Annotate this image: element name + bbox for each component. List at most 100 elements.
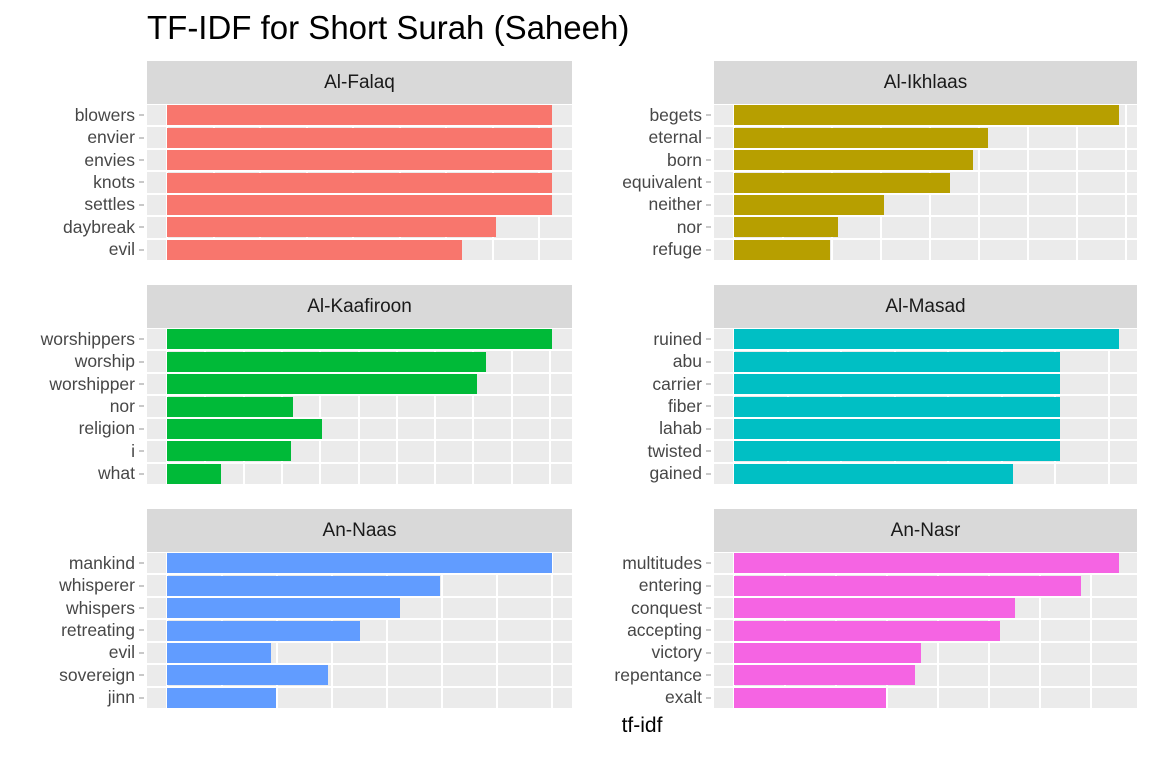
gridline-horizontal	[714, 260, 1137, 261]
category-label-text: neither	[648, 194, 702, 215]
gridline-horizontal	[714, 640, 1137, 643]
facet-title: An-Naas	[322, 519, 397, 541]
gridline-horizontal	[147, 663, 572, 666]
category-label-text: envier	[87, 127, 135, 148]
category-label: mankind	[20, 552, 144, 574]
category-label: whisperer	[20, 574, 144, 596]
bar	[167, 620, 360, 641]
category-label-text: fiber	[667, 395, 702, 416]
gridline-horizontal	[714, 618, 1137, 621]
facet-title: Al-Kaafiroon	[307, 295, 412, 317]
category-label-text: victory	[651, 642, 702, 663]
category-label-text: evil	[108, 239, 135, 260]
bar	[167, 418, 322, 439]
category-label: eternal	[576, 126, 711, 148]
bar	[167, 329, 552, 350]
category-label: nor	[576, 216, 711, 238]
gridline-horizontal	[147, 349, 572, 352]
category-label: envier	[20, 126, 144, 148]
bar	[734, 396, 1061, 417]
category-label: worship	[20, 350, 144, 372]
y-axis-tick	[139, 383, 144, 386]
gridline-vertical	[386, 552, 388, 709]
y-axis-tick	[139, 114, 144, 117]
gridline-horizontal	[147, 394, 572, 397]
category-label-text: eternal	[648, 127, 702, 148]
gridline-vertical	[395, 328, 398, 485]
facet-strip: Al-Masad	[714, 285, 1137, 328]
bar	[734, 598, 1015, 619]
category-label-text: whispers	[65, 597, 135, 618]
category-label: gained	[576, 463, 711, 485]
category-label-text: gained	[649, 463, 702, 484]
gridline-horizontal	[714, 215, 1137, 218]
y-axis-tick	[706, 248, 711, 251]
category-label: lahab	[576, 418, 711, 440]
bar	[734, 172, 951, 193]
facet-title: Al-Falaq	[324, 71, 395, 93]
gridline-horizontal	[714, 663, 1137, 666]
gridline-horizontal	[147, 595, 572, 598]
bar	[734, 553, 1119, 574]
bar	[167, 463, 221, 484]
bar	[734, 620, 1001, 641]
category-label-text: exalt	[665, 687, 702, 708]
category-label-text: nor	[109, 395, 135, 416]
category-label: twisted	[576, 440, 711, 462]
category-label: conquest	[576, 597, 711, 619]
y-axis-tick	[706, 159, 711, 162]
y-axis-tick	[706, 562, 711, 565]
gridline-horizontal	[147, 640, 572, 643]
bar	[167, 239, 462, 260]
category-label: knots	[20, 171, 144, 193]
category-label: evil	[20, 642, 144, 664]
category-label: blowers	[20, 104, 144, 126]
y-axis-tick	[706, 136, 711, 139]
category-label-text: carrier	[652, 373, 702, 394]
gridline-vertical	[978, 104, 980, 261]
category-label-text: settles	[84, 194, 135, 215]
y-axis-tick	[139, 405, 144, 408]
bar	[734, 642, 922, 663]
gridline-horizontal	[147, 371, 572, 374]
gridline-vertical	[1027, 104, 1029, 261]
bar	[167, 575, 440, 596]
gridline-horizontal	[714, 595, 1137, 598]
facet-strip: An-Nasr	[714, 509, 1137, 552]
y-axis-tick	[139, 427, 144, 430]
bar	[734, 217, 838, 238]
category-label-text: religion	[78, 418, 135, 439]
gridline-vertical	[496, 552, 498, 709]
facet-title: An-Nasr	[890, 519, 961, 541]
y-axis-tick	[139, 248, 144, 251]
gridline-vertical	[1125, 104, 1127, 261]
facet-panel	[714, 552, 1137, 709]
gridline-horizontal	[714, 439, 1137, 442]
gridline-horizontal	[714, 237, 1137, 240]
y-axis-tick	[706, 472, 711, 475]
category-label: accepting	[576, 619, 711, 641]
y-axis-tick	[139, 562, 144, 565]
category-label-text: twisted	[647, 440, 702, 461]
bar	[734, 127, 989, 148]
facet-panel	[714, 104, 1137, 261]
gridline-horizontal	[714, 484, 1137, 485]
category-label: worshipper	[20, 373, 144, 395]
bar	[167, 687, 277, 708]
bar	[167, 598, 400, 619]
category-label: multitudes	[576, 552, 711, 574]
category-label: envies	[20, 149, 144, 171]
category-label: repentance	[576, 664, 711, 686]
bar	[167, 351, 486, 372]
y-axis-tick	[139, 674, 144, 677]
bar	[167, 172, 552, 193]
bar	[734, 194, 885, 215]
bar	[734, 374, 1061, 395]
gridline-horizontal	[714, 147, 1137, 150]
y-axis-tick	[706, 338, 711, 341]
bar	[167, 105, 552, 126]
y-axis-tick	[139, 181, 144, 184]
gridline-horizontal	[147, 573, 572, 576]
gridline-horizontal	[714, 328, 1137, 329]
